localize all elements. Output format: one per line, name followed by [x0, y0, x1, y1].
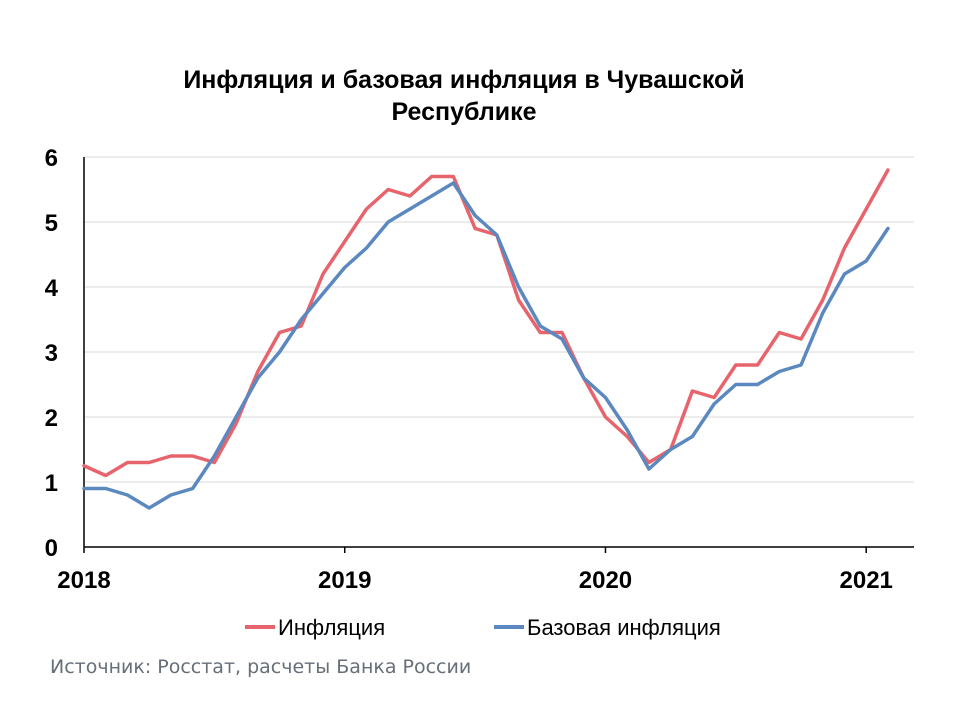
grid-lines [84, 156, 914, 483]
y-tick-label: 5 [45, 210, 58, 237]
x-tick-label: 2018 [57, 567, 110, 594]
legend-label-core-inflation: Базовая инфляция [527, 615, 721, 640]
x-tick-label: 2019 [318, 567, 371, 594]
legend: Инфляция Базовая инфляция [245, 615, 721, 640]
source-note: Источник: Росстат, расчеты Банка России [50, 656, 472, 678]
series-line-0 [82, 168, 890, 478]
series-lines [82, 168, 890, 510]
y-axis: 0 1 2 3 4 5 6 [45, 145, 85, 562]
legend-label-inflation: Инфляция [278, 615, 385, 640]
chart-title-line-2: Республике [391, 98, 536, 126]
y-tick-label: 6 [45, 145, 58, 172]
chart-title-line-1: Инфляция и базовая инфляция в Чувашской [183, 66, 744, 94]
x-axis: 2018 2019 2020 2021 [57, 546, 914, 594]
y-tick-label: 0 [45, 535, 58, 562]
y-tick-label: 4 [45, 275, 59, 302]
x-tick-label: 2021 [840, 567, 893, 594]
y-tick-label: 3 [45, 340, 58, 367]
y-tick-label: 2 [45, 405, 58, 432]
y-tick-label: 1 [45, 470, 58, 497]
series-line-1 [82, 181, 890, 510]
x-tick-label: 2020 [579, 567, 632, 594]
